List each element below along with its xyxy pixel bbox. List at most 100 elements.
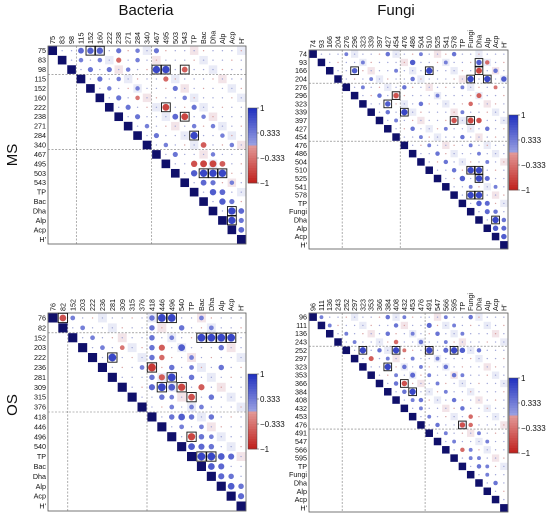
colorbar-segment xyxy=(509,142,518,146)
correlation-dot xyxy=(228,216,236,225)
significance-box xyxy=(449,346,459,355)
colorbar-tick-label: −0.333 xyxy=(260,420,285,429)
correlation-dot xyxy=(451,397,457,403)
minor-dot xyxy=(127,116,129,118)
minor-dot xyxy=(171,327,173,329)
minor-dot xyxy=(478,78,480,80)
minor-dot xyxy=(200,327,203,329)
diagonal-cell xyxy=(88,353,98,363)
significance-box xyxy=(424,346,434,355)
minor-dot xyxy=(486,374,488,376)
correlation-dot xyxy=(200,179,207,186)
minor-dot xyxy=(478,210,480,213)
correlation-dot xyxy=(351,67,358,74)
colorbar-segment xyxy=(248,128,257,131)
row-tick-label: H' xyxy=(39,502,46,511)
minor-dot xyxy=(121,317,123,319)
minor-dot xyxy=(151,396,153,398)
row-tick-label: 566 xyxy=(295,445,307,454)
minor-dot xyxy=(141,356,143,359)
minor-dot xyxy=(503,440,505,443)
minor-dot xyxy=(200,366,203,369)
minor-dot xyxy=(210,386,213,388)
correlation-dot xyxy=(116,76,121,82)
colorbar-segment xyxy=(248,170,257,174)
colorbar-segment xyxy=(248,421,257,425)
minor-dot xyxy=(370,70,372,72)
diagonal-cell xyxy=(417,421,425,429)
column-tick-label: Dha xyxy=(474,35,483,48)
minor-dot xyxy=(503,382,505,385)
minor-dot xyxy=(453,78,455,80)
minor-dot xyxy=(486,86,488,89)
minor-dot xyxy=(453,94,455,97)
colorbar-segment xyxy=(248,120,257,124)
row-tick-label: Fungi xyxy=(289,207,307,216)
colorbar-segment xyxy=(509,398,518,401)
minor-dot xyxy=(494,465,497,468)
minor-dot xyxy=(190,317,193,319)
colorbar-segment xyxy=(248,406,257,410)
minor-dot xyxy=(428,136,430,138)
row-tick-label: 427 xyxy=(295,124,307,133)
minor-dot xyxy=(131,337,133,339)
minor-dot xyxy=(436,53,439,55)
minor-dot xyxy=(202,50,205,52)
correlation-dot xyxy=(385,109,391,115)
correlation-dot xyxy=(199,404,204,410)
correlation-dot xyxy=(229,142,235,148)
correlation-dot xyxy=(188,414,195,420)
minor-dot xyxy=(445,103,447,105)
minor-dot xyxy=(240,366,242,369)
correlation-dot xyxy=(188,374,195,381)
minor-dot xyxy=(436,61,439,64)
minor-dot xyxy=(231,163,233,165)
minor-dot xyxy=(240,97,242,99)
minor-dot xyxy=(395,86,397,89)
correlation-dot xyxy=(135,48,140,53)
column-tick-label: 510 xyxy=(425,36,434,48)
minor-dot xyxy=(231,116,233,118)
minor-dot xyxy=(469,391,472,393)
minor-dot xyxy=(428,111,430,113)
minor-dot xyxy=(81,317,84,319)
column-tick-label: Alp xyxy=(218,34,227,44)
minor-dot xyxy=(494,407,497,410)
column-tick-label: 276 xyxy=(342,36,351,48)
minor-dot xyxy=(411,316,414,318)
minor-dot xyxy=(91,346,94,349)
minor-dot xyxy=(411,70,414,72)
colorbar-segment xyxy=(248,401,257,405)
row-tick-label: 491 xyxy=(295,429,307,438)
minor-dot xyxy=(436,70,439,72)
diagonal-cell xyxy=(177,442,187,452)
minor-dot xyxy=(212,87,214,90)
minor-dot xyxy=(370,316,372,318)
minor-dot xyxy=(387,324,389,327)
minor-dot xyxy=(240,125,242,127)
diagonal-cell xyxy=(68,333,78,343)
significance-box xyxy=(196,451,207,462)
column-tick-label: Alp xyxy=(483,301,492,311)
column-tick-label: 496 xyxy=(167,299,176,311)
minor-dot xyxy=(190,337,193,339)
column-tick-label: 541 xyxy=(441,36,450,48)
correlation-dot xyxy=(217,453,225,460)
heatmap-panel-ms-fungi: 7493166204276296323339397427454476486504… xyxy=(289,30,546,250)
minor-dot xyxy=(193,50,195,52)
significance-box xyxy=(196,332,207,343)
diagonal-cell xyxy=(196,461,206,471)
column-tick-label: 595 xyxy=(450,299,459,311)
minor-dot xyxy=(210,426,213,428)
significance-box xyxy=(350,66,359,76)
colorbar: 1 0.333 −0.333 −1 xyxy=(508,374,546,458)
minor-dot xyxy=(494,440,497,443)
correlation-dot xyxy=(157,314,166,322)
minor-dot xyxy=(180,337,183,339)
minor-dot xyxy=(155,59,158,61)
diagonal-cell xyxy=(442,446,450,454)
row-tick-label: 408 xyxy=(295,396,307,405)
column-tick-label: 160 xyxy=(95,32,104,44)
minor-dot xyxy=(230,317,232,319)
colorbar-segment xyxy=(509,445,518,449)
